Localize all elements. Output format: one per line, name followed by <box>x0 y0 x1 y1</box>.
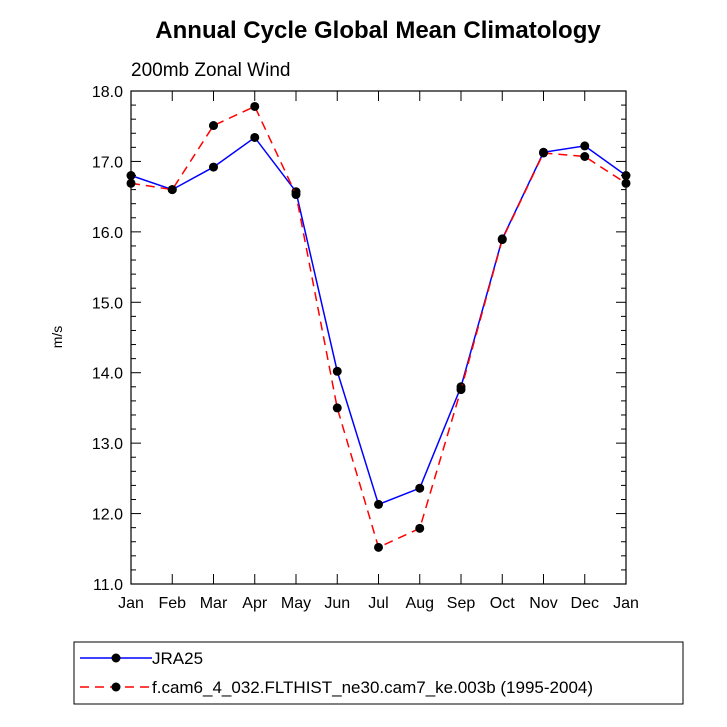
y-tick-label: 12.0 <box>92 507 123 524</box>
y-tick-label: 16.0 <box>92 225 123 242</box>
chart-title: Annual Cycle Global Mean Climatology <box>155 17 601 44</box>
chart-subtitle: 200mb Zonal Wind <box>131 60 290 81</box>
data-point <box>621 178 631 188</box>
legend-marker-0 <box>111 653 121 663</box>
series-line <box>130 136 627 506</box>
data-point <box>167 185 177 195</box>
x-tick-label: Oct <box>490 595 515 612</box>
series-line <box>130 105 627 549</box>
legend-marker-1 <box>111 682 121 692</box>
series-layer <box>126 101 631 552</box>
data-point <box>415 523 425 533</box>
plot-border <box>130 90 627 585</box>
x-axis: Jan Feb Mar Apr May Jun Jul Aug Sep Oct Nov Dec Jan <box>118 91 639 612</box>
data-point <box>209 162 218 172</box>
data-point <box>539 148 548 158</box>
x-tick-label: Jan <box>118 595 144 612</box>
y-tick-label: 17.0 <box>92 154 123 171</box>
legend-label-0: JRA25 <box>152 649 203 668</box>
data-point <box>332 403 342 413</box>
y-tick-label: 18.0 <box>92 84 123 101</box>
x-tick-label: Aug <box>406 595 434 612</box>
y-axis: 11.0 12.0 13.0 14.0 15.0 16.0 17.0 18.0 <box>92 84 626 594</box>
y-tick-label: 11.0 <box>93 577 123 594</box>
legend: JRA25 f.cam6_4_032.FLTHIST_ne30.cam7_ke.0… <box>73 641 684 705</box>
data-point <box>456 385 466 395</box>
data-point <box>209 121 218 131</box>
y-tick-label: 14.0 <box>92 366 123 383</box>
y-tick-label: 13.0 <box>92 436 123 453</box>
series-0 <box>126 132 631 509</box>
data-point <box>291 190 301 200</box>
x-tick-label: Dec <box>571 595 599 612</box>
data-point <box>580 151 590 161</box>
data-point <box>126 178 136 188</box>
x-tick-label: Jun <box>324 595 350 612</box>
data-point <box>374 499 383 509</box>
x-tick-label: Nov <box>529 595 557 612</box>
x-tick-label: Mar <box>200 595 228 612</box>
x-tick-label: Jul <box>368 595 388 612</box>
series-1 <box>126 101 631 552</box>
data-point <box>374 542 383 552</box>
data-point <box>332 366 342 376</box>
y-tick-label: 15.0 <box>92 295 123 312</box>
data-point <box>126 171 136 181</box>
data-point <box>497 235 507 245</box>
data-point <box>580 141 590 151</box>
x-tick-label: Sep <box>447 595 476 612</box>
plot-area <box>130 90 627 585</box>
x-tick-label: Jan <box>613 595 639 612</box>
data-point <box>415 483 425 493</box>
data-point <box>250 132 260 142</box>
y-axis-label: m/s <box>49 326 65 349</box>
x-tick-label: Feb <box>158 595 186 612</box>
legend-box <box>73 641 684 705</box>
legend-label-1: f.cam6_4_032.FLTHIST_ne30.cam7_ke.003b (… <box>152 678 593 697</box>
x-tick-label: May <box>281 595 311 612</box>
x-tick-label: Apr <box>242 595 268 612</box>
data-point <box>621 171 631 181</box>
data-point <box>250 101 260 111</box>
